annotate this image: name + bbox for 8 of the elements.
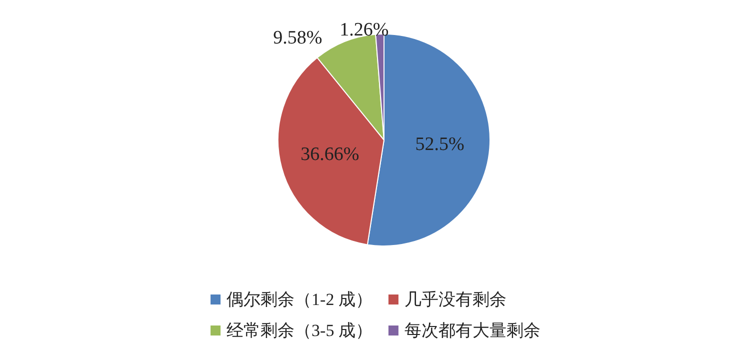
data-label: 9.58%	[273, 27, 322, 48]
legend-label: 偶尔剩余（1-2 成）	[226, 290, 372, 309]
data-label: 1.26%	[340, 20, 389, 41]
data-label: 52.5%	[415, 134, 465, 155]
legend-label: 经常剩余（3-5 成）	[226, 321, 372, 340]
legend-label: 每次都有大量剩余	[404, 321, 540, 340]
legend-label: 几乎没有剩余	[404, 290, 506, 309]
data-label: 36.66%	[300, 144, 360, 166]
